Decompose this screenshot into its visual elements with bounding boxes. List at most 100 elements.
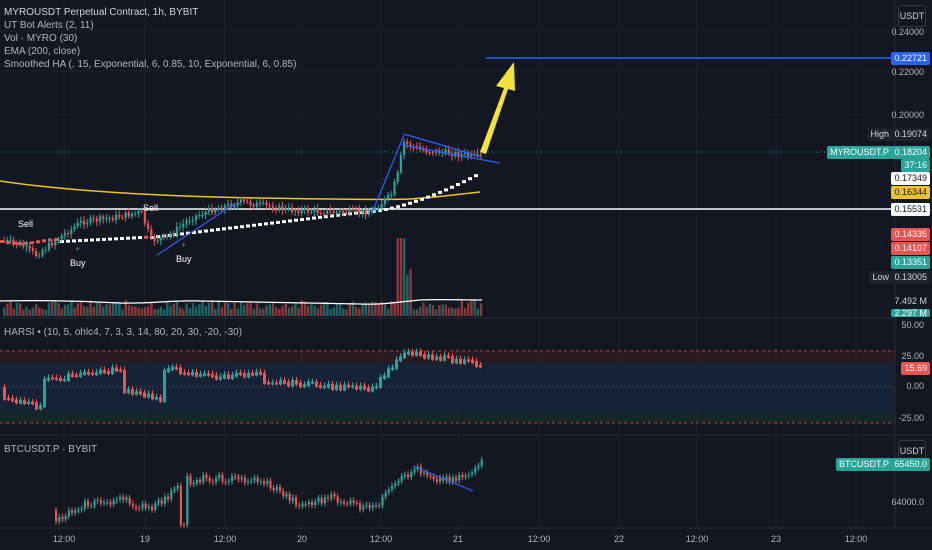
harsi-body <box>311 381 314 384</box>
harsi-legend[interactable]: HARSI • (10, 5, ohlc4, 7, 3, 3, 14, 80, … <box>4 327 243 338</box>
ha-dot <box>210 228 214 232</box>
volume-bar <box>297 307 300 316</box>
candle-body <box>83 220 86 225</box>
volume-bar <box>403 238 406 316</box>
harsi-body <box>323 385 326 389</box>
volume-bar <box>236 308 239 316</box>
ha-dot <box>114 237 118 241</box>
indicator-volume[interactable]: Vol · MYRO (30) <box>4 33 78 44</box>
harsi-body <box>135 391 138 395</box>
ha-dot <box>144 235 148 239</box>
time-label-5: 21 <box>452 534 464 544</box>
btc-body <box>144 503 147 508</box>
volume-bar <box>271 302 275 316</box>
candle-body <box>390 194 393 196</box>
volume-bar <box>463 308 467 316</box>
candle-body <box>166 235 169 237</box>
candle-body <box>255 202 258 207</box>
harsi-body <box>27 401 30 405</box>
btc-body <box>365 504 368 506</box>
candle-body <box>137 210 140 214</box>
harsi-body <box>443 355 446 361</box>
ha-dot <box>66 239 70 243</box>
candle-body <box>115 214 118 221</box>
volume-bar <box>444 304 447 316</box>
btc-body <box>189 476 192 485</box>
candle-body <box>249 201 252 205</box>
harsi-body <box>47 377 50 381</box>
ha-dot <box>306 217 310 221</box>
harsi-body <box>115 367 118 372</box>
btc-body <box>474 467 477 473</box>
candle-body <box>316 209 319 213</box>
harsi-body <box>191 371 194 376</box>
harsi-pane <box>0 317 895 424</box>
candle-body <box>172 234 175 236</box>
candle-body <box>51 242 54 246</box>
volume-bar <box>153 309 156 316</box>
main-legend[interactable]: MYROUSDT Perpetual Contract, 1h, BYBIT U… <box>4 6 296 71</box>
indicator-ema[interactable]: EMA (200, close) <box>4 46 81 57</box>
harsi-body <box>391 367 394 371</box>
harsi-body <box>123 369 126 394</box>
volume-bar <box>118 303 121 316</box>
volume-bar <box>332 307 335 316</box>
volume-bar <box>345 309 348 316</box>
time-label-4: 12:00 <box>369 534 393 544</box>
btc-body <box>247 481 250 483</box>
btc-body <box>477 465 480 468</box>
candle-body <box>275 209 278 211</box>
ha-dot <box>174 233 178 237</box>
volume-bar <box>214 309 217 316</box>
volume-bar <box>44 309 47 316</box>
harsi-body <box>439 356 442 361</box>
volume-bar <box>179 307 182 316</box>
btc-body <box>147 506 150 508</box>
harsi-body <box>39 405 42 410</box>
candle-body <box>467 153 470 157</box>
volume-bar <box>281 306 284 316</box>
volume-bar <box>361 303 364 316</box>
indicator-smoothed-ha[interactable]: Smoothed HA (, 15, Exponential, 6, 0.85,… <box>4 59 297 70</box>
candle-body <box>444 149 447 153</box>
ha-dot <box>384 207 388 211</box>
indicator-ut-bot[interactable]: UT Bot Alerts (2, 11) <box>4 20 94 31</box>
ha-dot <box>234 225 238 229</box>
harsi-body <box>31 401 34 405</box>
btc-body <box>301 503 304 506</box>
volume-bar <box>163 309 166 316</box>
harsi-body <box>207 373 210 376</box>
volume-bar <box>351 301 355 316</box>
btc-body <box>167 496 170 500</box>
candle-body <box>403 141 406 156</box>
harsi-body <box>15 399 18 404</box>
harsi-body <box>387 368 390 378</box>
btc-legend[interactable]: BTCUSDT.P · BYBIT <box>4 444 98 455</box>
volume-bar <box>409 268 412 316</box>
volume-bar <box>425 306 428 316</box>
harsi-body <box>351 385 354 388</box>
candle-body <box>95 218 98 222</box>
volume-bar <box>156 309 159 316</box>
ha-dot <box>264 222 268 226</box>
btc-body <box>250 480 253 482</box>
harsi-body <box>107 371 110 375</box>
harsi-body <box>187 372 190 376</box>
volume-bar <box>223 302 227 316</box>
volume-bar <box>166 301 169 316</box>
volume-bar <box>447 307 451 316</box>
ha-dot <box>312 216 316 220</box>
btc-body <box>403 474 406 477</box>
time-label-2: 12:00 <box>213 534 237 544</box>
candle-body <box>147 223 150 230</box>
currency-button[interactable]: USDT <box>898 5 926 27</box>
trend-line-up-2 <box>371 134 405 214</box>
btc-body <box>192 483 195 485</box>
harsi-body <box>131 389 134 395</box>
candle-body <box>28 245 31 249</box>
candle-body <box>150 229 153 238</box>
btc-body <box>186 476 189 525</box>
volume-bar <box>358 308 361 316</box>
harsi-body <box>155 396 158 400</box>
